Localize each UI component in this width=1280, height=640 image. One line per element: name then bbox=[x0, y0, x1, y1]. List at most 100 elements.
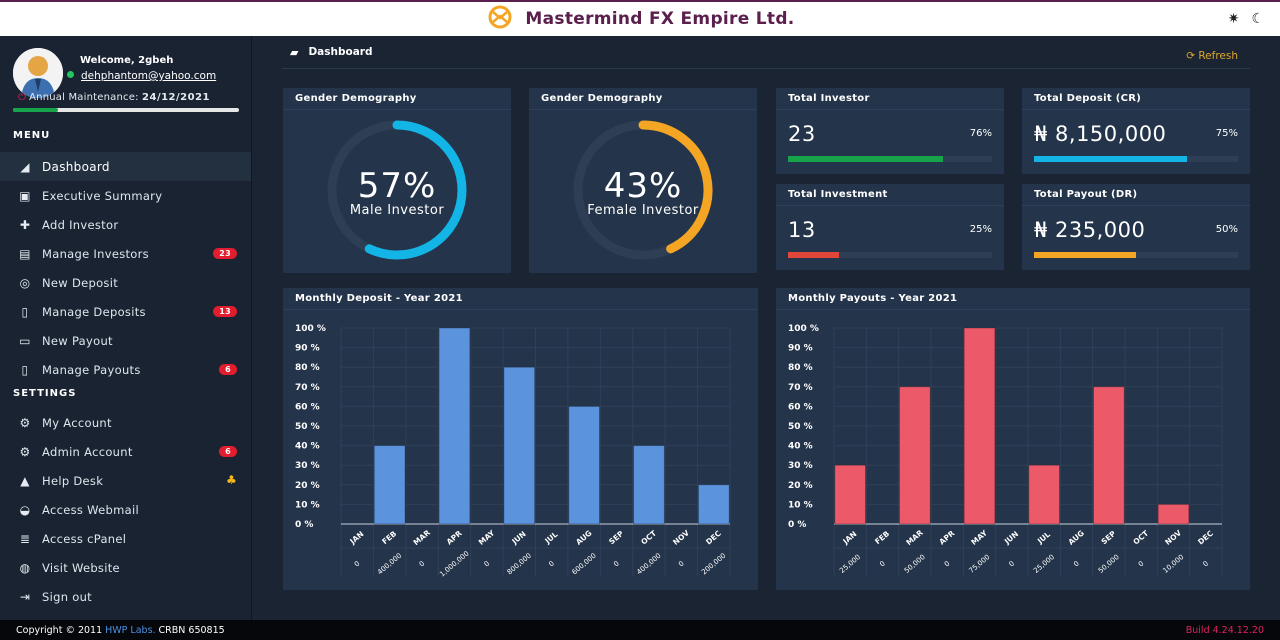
file-invoice-dollar-icon: ▯ bbox=[21, 362, 29, 377]
sidebar-item-label: Add Investor bbox=[42, 217, 119, 232]
y-tick-label: 100 % bbox=[788, 324, 819, 334]
y-tick-label: 70 % bbox=[295, 383, 320, 393]
sidebar-item-label: Manage Payouts bbox=[42, 362, 141, 377]
x-tick-label: AUG bbox=[574, 528, 593, 546]
maintenance-notice: ⏻ Annual Maintenance: 24/12/2021 bbox=[18, 92, 210, 103]
female-gauge-ring bbox=[573, 120, 713, 260]
y-tick-label: 80 % bbox=[295, 363, 320, 373]
y-tick-label: 0 % bbox=[295, 520, 313, 530]
sidebar-item-add-investor[interactable]: ✚ Add Investor bbox=[0, 210, 251, 239]
sidebar-item-sign-out[interactable]: ⇥ Sign out bbox=[0, 582, 251, 611]
stat-value: 23 bbox=[788, 122, 816, 146]
amount-label: 25,000 bbox=[1032, 553, 1056, 575]
y-tick-label: 0 % bbox=[788, 520, 806, 530]
sidebar-item-label: Access Webmail bbox=[42, 502, 139, 517]
sidebar-item-admin-account[interactable]: ⚙ Admin Account 6 bbox=[0, 437, 251, 466]
server-icon: ≣ bbox=[19, 531, 31, 546]
amount-label: 0 bbox=[1008, 559, 1017, 568]
hwp-labs-link[interactable]: HWP Labs. bbox=[105, 624, 156, 636]
x-tick-label: JUL bbox=[542, 530, 559, 546]
amount-label: 0 bbox=[1072, 559, 1081, 568]
user-cog-icon: ⚙ bbox=[19, 415, 31, 430]
bar-may bbox=[963, 327, 996, 525]
amount-label: 50,000 bbox=[903, 553, 927, 575]
x-tick-label: AUG bbox=[1066, 528, 1085, 546]
sidebar-item-help-desk[interactable]: ▲ Help Desk ♣ bbox=[0, 466, 251, 495]
x-tick-label: MAY bbox=[969, 528, 989, 547]
logo-icon bbox=[485, 5, 515, 33]
brand[interactable]: Mastermind FX Empire Ltd. bbox=[485, 5, 794, 33]
sidebar-item-dashboard[interactable]: ◢ Dashboard bbox=[0, 152, 251, 181]
page-title: Dashboard bbox=[308, 46, 373, 58]
online-status-dot bbox=[67, 71, 74, 78]
y-tick-label: 40 % bbox=[295, 442, 320, 452]
main-content: ▰ Dashboard ⟳ Refresh Gender Demography … bbox=[252, 36, 1280, 620]
top-bar: Mastermind FX Empire Ltd. ✷ ☾ bbox=[0, 0, 1280, 36]
x-tick-label: NOV bbox=[1163, 528, 1183, 547]
y-tick-label: 40 % bbox=[788, 442, 813, 452]
sidebar-item-label: My Account bbox=[42, 415, 112, 430]
settings-gear-icon[interactable]: ✷ bbox=[1227, 11, 1240, 27]
card-title: Total Payout (DR) bbox=[1022, 184, 1250, 206]
amount-label: 0 bbox=[1202, 559, 1211, 568]
y-tick-label: 90 % bbox=[295, 344, 320, 354]
avatar[interactable] bbox=[13, 48, 63, 98]
gauge-arc bbox=[364, 120, 467, 260]
globe-icon: ◍ bbox=[19, 560, 31, 575]
x-tick-label: FEB bbox=[380, 529, 398, 546]
bar-jan bbox=[834, 464, 867, 525]
x-tick-label: OCT bbox=[639, 528, 658, 546]
amount-label: 0 bbox=[547, 559, 556, 568]
refresh-button[interactable]: ⟳ Refresh bbox=[1186, 50, 1238, 62]
amount-label: 10,000 bbox=[1162, 553, 1186, 575]
briefcase-icon: ▣ bbox=[19, 188, 31, 203]
x-tick-label: MAY bbox=[477, 528, 497, 547]
amount-label: 0 bbox=[677, 559, 686, 568]
sidebar-item-access-cpanel[interactable]: ≣ Access cPanel bbox=[0, 524, 251, 553]
file-invoice-icon: ▯ bbox=[21, 304, 29, 319]
sidebar-item-manage-investors[interactable]: ▤ Manage Investors 23 bbox=[0, 239, 251, 268]
x-tick-label: JUN bbox=[1002, 529, 1020, 546]
maintenance-date: 24/12/2021 bbox=[142, 92, 210, 103]
amount-label: 200,000 bbox=[700, 552, 727, 577]
sidebar-item-executive-summary[interactable]: ▣ Executive Summary bbox=[0, 181, 251, 210]
investors-count-badge: 23 bbox=[213, 248, 237, 259]
y-tick-label: 80 % bbox=[788, 363, 813, 373]
bar-oct bbox=[633, 445, 665, 525]
app-title: Mastermind FX Empire Ltd. bbox=[525, 9, 795, 29]
user-email-link[interactable]: dehphantom@yahoo.com bbox=[81, 70, 217, 82]
wallet-icon: ▭ bbox=[19, 333, 31, 348]
x-tick-label: JAN bbox=[348, 529, 366, 546]
x-tick-label: JAN bbox=[840, 529, 858, 546]
amount-label: 0 bbox=[943, 559, 952, 568]
monthly-payouts-chart-card: Monthly Payouts - Year 2021 100 % 90 % 80 … bbox=[776, 288, 1250, 590]
y-tick-label: 10 % bbox=[788, 500, 813, 510]
amount-label: 0 bbox=[483, 559, 492, 568]
x-tick-label: MAR bbox=[412, 528, 433, 547]
stat-card-total-investor: Total Investor 23 76% bbox=[776, 88, 1004, 174]
sidebar-item-new-deposit[interactable]: ◎ New Deposit bbox=[0, 268, 251, 297]
y-tick-label: 50 % bbox=[295, 422, 320, 432]
card-title: Gender Demography bbox=[529, 88, 757, 110]
sidebar-item-manage-deposits[interactable]: ▯ Manage Deposits 13 bbox=[0, 297, 251, 326]
sidebar-item-my-account[interactable]: ⚙ My Account bbox=[0, 408, 251, 437]
x-tick-label: NOV bbox=[671, 528, 691, 547]
stat-card-total-deposit: Total Deposit (CR) ₦ 8,150,000 75% bbox=[1022, 88, 1250, 174]
profile-panel: Welcome, 2gbeh dehphantom@yahoo.com ⏻ Ann… bbox=[0, 36, 251, 116]
male-label: Male Investor bbox=[349, 203, 445, 218]
x-tick-label: JUL bbox=[1035, 530, 1052, 546]
dark-mode-moon-icon[interactable]: ☾ bbox=[1251, 11, 1264, 27]
sidebar-item-visit-website[interactable]: ◍ Visit Website bbox=[0, 553, 251, 582]
bar-jun bbox=[503, 366, 536, 525]
sidebar-item-access-webmail[interactable]: ◒ Access Webmail bbox=[0, 495, 251, 524]
sidebar-item-new-payout[interactable]: ▭ New Payout bbox=[0, 326, 251, 355]
x-tick-label: OCT bbox=[1131, 528, 1150, 546]
sidebar-item-label: Sign out bbox=[42, 589, 92, 604]
build-version: Build 4.24.12.20 bbox=[1185, 624, 1264, 636]
monthly-deposit-chart: 100 % 90 % 80 % 70 % 60 % 50 % 40 % 30 % 20 % 10 … bbox=[295, 324, 731, 579]
sidebar-item-manage-payouts[interactable]: ▯ Manage Payouts 6 bbox=[0, 355, 251, 384]
bar-aug bbox=[568, 405, 601, 525]
bell-icon[interactable]: ♣ bbox=[225, 473, 237, 487]
sidebar-item-label: Admin Account bbox=[42, 444, 133, 459]
mail-icon: ◒ bbox=[19, 502, 31, 517]
